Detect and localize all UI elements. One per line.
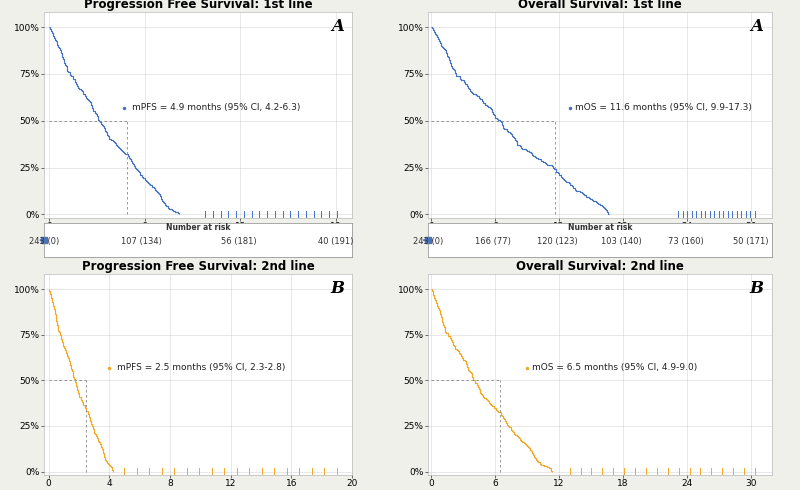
Text: 243 (0): 243 (0) xyxy=(29,237,59,246)
Text: mOS = 11.6 months (95% CI, 9.9-17.3): mOS = 11.6 months (95% CI, 9.9-17.3) xyxy=(575,103,752,112)
Text: A: A xyxy=(750,19,763,35)
Title: Progression Free Survival: 1st line: Progression Free Survival: 1st line xyxy=(84,0,312,11)
Text: 73 (160): 73 (160) xyxy=(668,237,704,246)
Text: 166 (77): 166 (77) xyxy=(474,237,510,246)
Text: 56 (181): 56 (181) xyxy=(221,237,256,246)
Title: Overall Survival: 1st line: Overall Survival: 1st line xyxy=(518,0,682,11)
Text: B: B xyxy=(750,280,763,297)
Text: 50 (171): 50 (171) xyxy=(733,237,768,246)
X-axis label: Months: Months xyxy=(176,234,220,244)
Text: mOS = 6.5 months (95% CI, 4.9-9.0): mOS = 6.5 months (95% CI, 4.9-9.0) xyxy=(532,363,698,372)
Text: 243 (0): 243 (0) xyxy=(413,237,443,246)
Text: 107 (134): 107 (134) xyxy=(121,237,162,246)
Text: mPFS = 4.9 months (95% CI, 4.2-6.3): mPFS = 4.9 months (95% CI, 4.2-6.3) xyxy=(132,103,300,112)
X-axis label: Months: Months xyxy=(578,234,622,244)
Text: A: A xyxy=(331,19,344,35)
Text: 103 (140): 103 (140) xyxy=(601,237,642,246)
Text: 40 (191): 40 (191) xyxy=(318,237,354,246)
Text: 120 (123): 120 (123) xyxy=(537,237,578,246)
Title: Progression Free Survival: 2nd line: Progression Free Survival: 2nd line xyxy=(82,260,314,273)
Title: Overall Survival: 2nd line: Overall Survival: 2nd line xyxy=(516,260,684,273)
Text: Number at risk: Number at risk xyxy=(568,223,632,232)
Text: mPFS = 2.5 months (95% CI, 2.3-2.8): mPFS = 2.5 months (95% CI, 2.3-2.8) xyxy=(117,363,286,372)
Text: B: B xyxy=(330,280,344,297)
Text: Number at risk: Number at risk xyxy=(166,223,230,232)
